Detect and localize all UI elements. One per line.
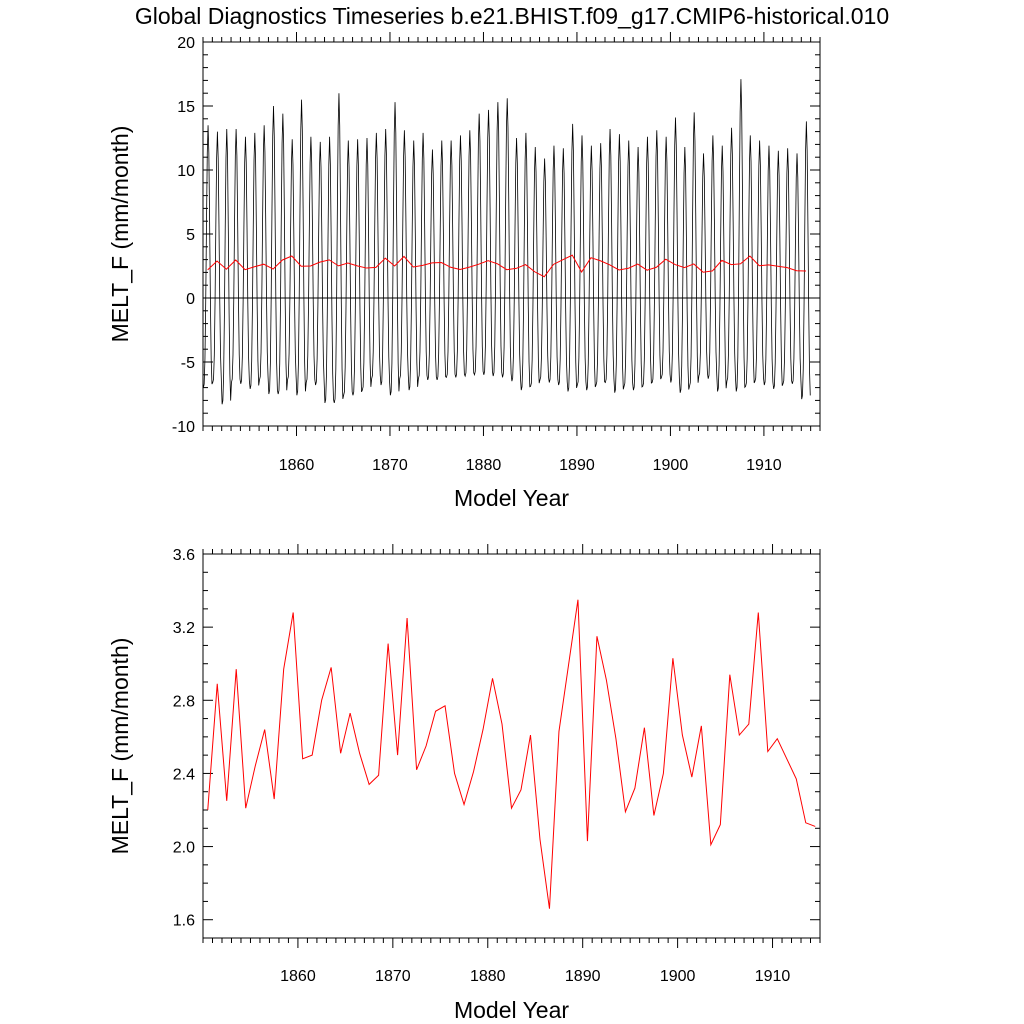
- y-tick-label: 3.6: [173, 547, 195, 564]
- y-tick-label: 5: [186, 227, 195, 244]
- x-tick-label: 1890: [565, 968, 601, 985]
- y-tick-label: 2.8: [173, 693, 195, 710]
- x-axis-label: Model Year: [454, 997, 569, 1023]
- y-axis-label: MELT_F (mm/month): [107, 638, 133, 855]
- x-tick-label: 1860: [280, 968, 316, 985]
- plot-frame: [202, 553, 821, 939]
- plot-area: [207, 599, 816, 909]
- x-tick-label: 1910: [746, 457, 782, 474]
- x-tick-label: 1910: [755, 968, 791, 985]
- y-axis-label: MELT_F (mm/month): [107, 126, 133, 343]
- y-tick-label: 2.0: [173, 840, 195, 857]
- x-tick-label: 1870: [372, 457, 408, 474]
- y-tick-label: -5: [181, 355, 195, 372]
- y-tick-label: 1.6: [173, 913, 195, 930]
- plot-area: [203, 79, 811, 405]
- annual-mean-line: [207, 254, 806, 278]
- x-tick-label: 1900: [653, 457, 689, 474]
- y-tick-label: 0: [186, 291, 195, 308]
- x-tick-label: 1860: [279, 457, 315, 474]
- x-tick-label: 1890: [559, 457, 595, 474]
- y-tick-label: -10: [172, 419, 195, 436]
- y-tick-label: 15: [177, 99, 195, 116]
- y-tick-label: 2.4: [173, 766, 195, 783]
- x-axis-label: Model Year: [454, 485, 569, 511]
- y-tick-label: 3.2: [173, 620, 195, 637]
- top-chart-panel: 1860 1870 1880 1890 1900 1910 -10 -5 0 5 10 15 20 Mod…: [107, 32, 821, 511]
- page-title: Global Diagnostics Timeseries b.e21.BHIS…: [134, 3, 890, 29]
- x-tick-label: 1900: [660, 968, 696, 985]
- x-tick-label: 1880: [466, 457, 502, 474]
- x-tick-label: 1880: [470, 968, 506, 985]
- annual-mean-line: [207, 599, 816, 909]
- y-tick-label: 20: [177, 35, 195, 52]
- bottom-chart-panel: 1860 1870 1880 1890 1900 1910 1.6 2.0 2.4 2.8 3.2 3…: [107, 544, 821, 1023]
- y-tick-label: 10: [177, 163, 195, 180]
- monthly-series-line: [203, 79, 811, 405]
- x-tick-label: 1870: [375, 968, 411, 985]
